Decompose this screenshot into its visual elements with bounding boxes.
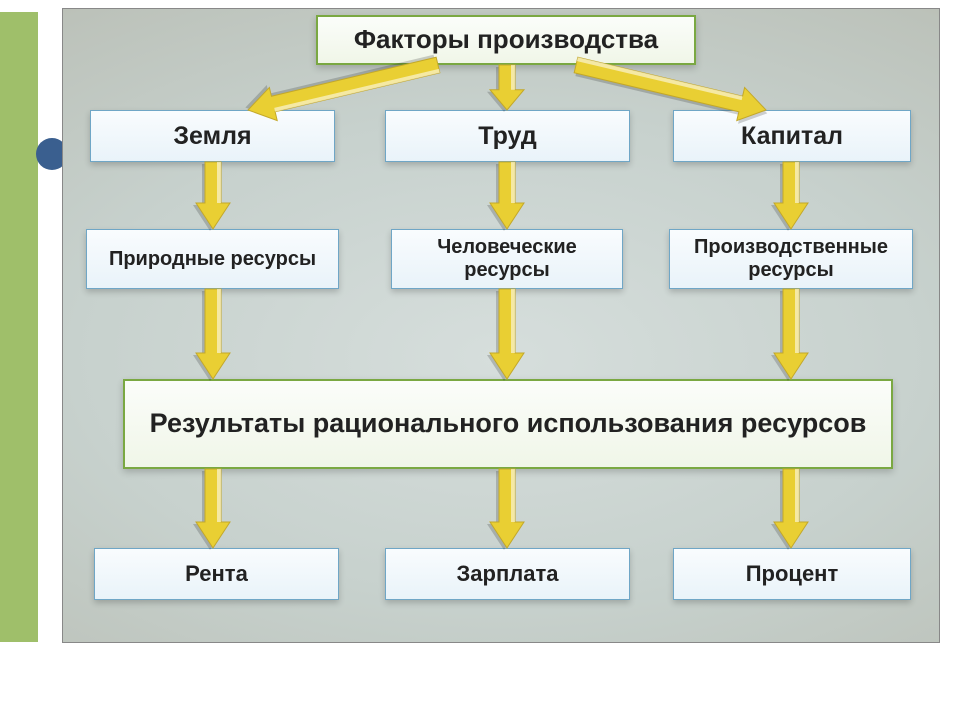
node-factor-land: Земля <box>90 110 335 162</box>
node-resource-production: Производственные ресурсы <box>669 229 913 289</box>
node-factor-labor-label: Труд <box>478 122 536 151</box>
node-resource-natural-label: Природные ресурсы <box>109 248 316 271</box>
node-results-label: Результаты рационального использования р… <box>150 408 867 439</box>
node-output-wage-label: Зарплата <box>457 561 559 586</box>
node-factor-land-label: Земля <box>173 122 251 151</box>
node-root-label: Факторы производства <box>354 25 658 55</box>
node-output-wage: Зарплата <box>385 548 630 600</box>
node-output-rent: Рента <box>94 548 339 600</box>
node-resource-natural: Природные ресурсы <box>86 229 339 289</box>
node-output-interest: Процент <box>673 548 911 600</box>
node-resource-production-label: Производственные ресурсы <box>680 236 902 282</box>
node-root: Факторы производства <box>316 15 696 65</box>
diagram-slide: { "layout": { "slide": { "width": 878, "… <box>62 8 940 643</box>
node-output-rent-label: Рента <box>185 561 248 586</box>
node-factor-capital: Капитал <box>673 110 911 162</box>
left-sidebar-accent <box>0 12 38 642</box>
node-factor-labor: Труд <box>385 110 630 162</box>
node-factor-capital-label: Капитал <box>741 122 843 151</box>
node-resource-human-label: Человеческие ресурсы <box>402 236 612 282</box>
node-results: Результаты рационального использования р… <box>123 379 893 469</box>
node-output-interest-label: Процент <box>746 561 839 586</box>
node-resource-human: Человеческие ресурсы <box>391 229 623 289</box>
